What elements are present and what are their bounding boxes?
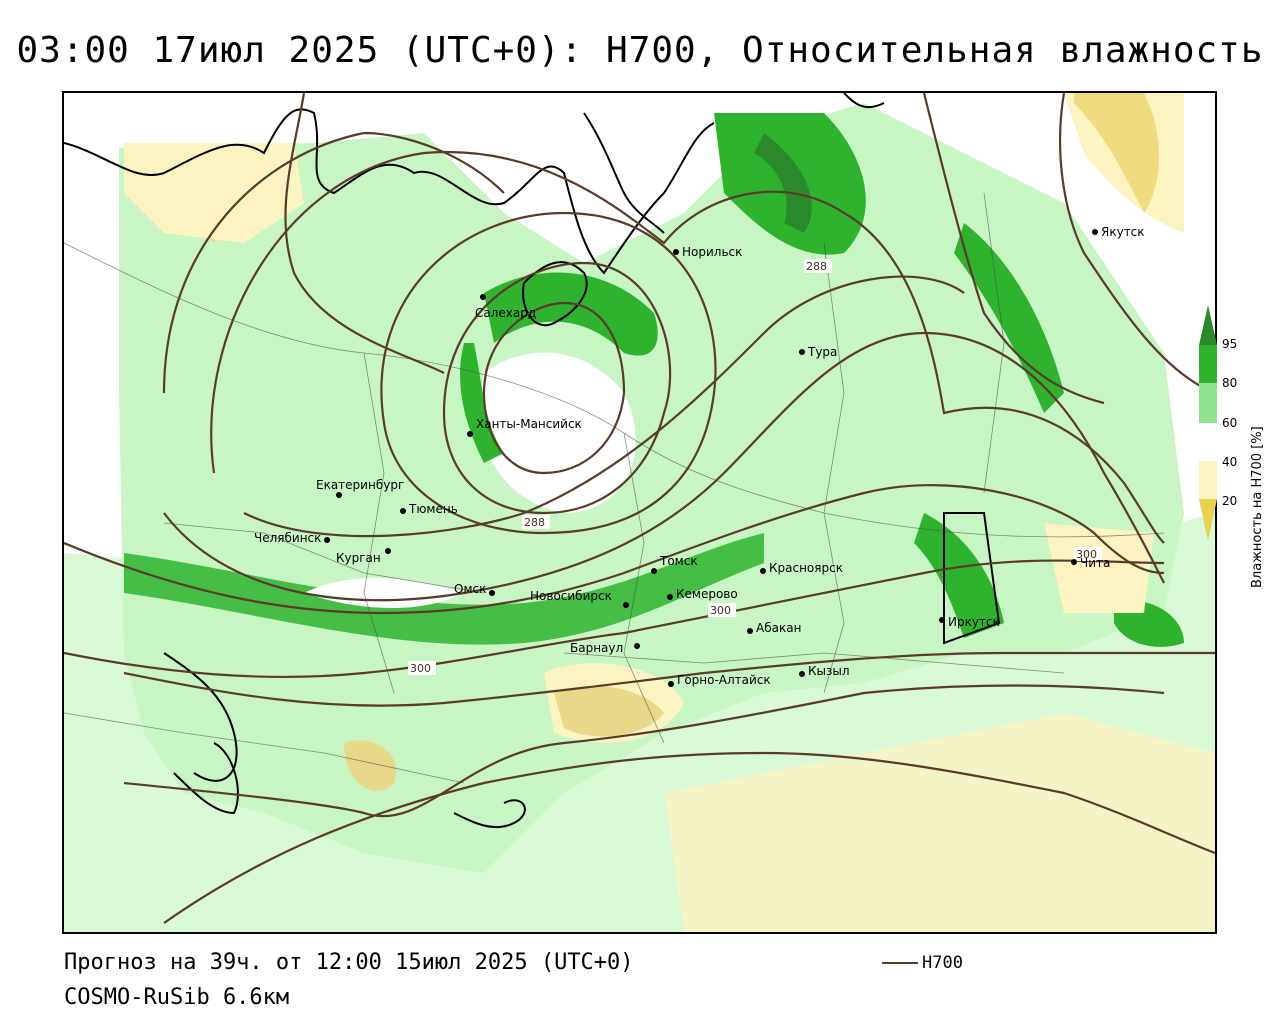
city-label-krasnoyarsk: Красноярск [769,561,843,575]
colorbar-band-60-80 [1199,383,1217,423]
humidity-field [64,93,1215,932]
colorbar-tick: 20 [1222,494,1238,508]
colorbar [1199,305,1217,541]
city-label-chelyabinsk: Челябинск [254,531,321,545]
colorbar-tick: 95 [1222,337,1238,351]
city-dot [400,508,406,514]
city-label-yakutsk: Якутск [1101,225,1145,239]
contour-label: 288 [806,260,827,273]
city-label-salekhard: Салехард [475,306,536,320]
city-label-khanty-mansiysk: Ханты-Мансийск [476,417,582,431]
map-canvas: 288 288 300 300 300 Норильск Якутск Сале… [64,93,1215,932]
city-dot [634,643,640,649]
colorbar-tick: 60 [1222,416,1238,430]
city-dot [1092,229,1098,235]
city-label-omsk: Омск [454,582,486,596]
colorbar-band-40-60 [1199,423,1217,461]
city-label-kemerovo: Кемерово [676,587,738,601]
city-dot [760,568,766,574]
legend-label: H700 [922,953,963,973]
colorbar-tick: 40 [1222,455,1238,469]
contour-label: 300 [410,662,431,675]
city-dot [799,349,805,355]
forecast-info: Прогноз на 39ч. от 12:00 15июл 2025 (UTC… [64,950,634,975]
city-label-tomsk: Томск [659,554,698,568]
contour-label: 300 [1076,548,1097,561]
city-label-irkutsk: Иркутск [948,615,1000,629]
legend-line-swatch [882,962,918,964]
city-label-yekaterinburg: Екатеринбург [316,478,404,492]
city-label-kurgan: Курган [336,551,381,565]
colorbar-bottom-arrow [1199,499,1217,541]
city-label-novosibirsk: Новосибирск [530,589,612,603]
city-dot [467,431,473,437]
city-dot [799,671,805,677]
city-label-gorno-altaysk: Горно-Алтайск [677,673,771,687]
colorbar-tick: 80 [1222,376,1238,390]
city-dot [324,537,330,543]
contour-label: 288 [524,516,545,529]
city-markers: Норильск Якутск Салехард Тура Ханты-Манс… [254,225,1145,687]
city-dot [667,594,673,600]
city-dot [939,617,945,623]
model-name: COSMO-RuSib 6.6км [64,985,290,1010]
colorbar-band-20-40 [1199,461,1217,499]
admin-borders [64,192,1165,784]
city-dot [385,548,391,554]
city-dot [1071,559,1077,565]
city-label-norilsk: Норильск [682,245,742,259]
h700-contours [64,93,1215,924]
map-panel[interactable]: 288 288 300 300 300 Норильск Якутск Сале… [62,91,1217,934]
city-dot [668,681,674,687]
contour-label: 300 [710,604,731,617]
city-dot [651,568,657,574]
city-dot [747,628,753,634]
city-dot [480,294,486,300]
city-label-abakan: Абакан [756,621,801,635]
city-dot [673,249,679,255]
city-dot [489,590,495,596]
contour-labels: 288 288 300 300 300 [408,259,1102,675]
city-dot [623,602,629,608]
city-dot [336,492,342,498]
chart-title: 03:00 17июл 2025 (UTC+0): H700, Относите… [16,30,1264,71]
city-label-barnaul: Барнаул [570,641,623,655]
colorbar-title: Влажность на H700 [%] [1250,426,1265,588]
colorbar-band-80-95 [1199,345,1217,383]
city-label-kyzyl: Кызыл [808,664,850,678]
contour-legend: H700 [882,953,963,973]
city-label-tura: Тура [807,345,837,359]
colorbar-top-arrow [1199,305,1217,345]
city-label-chita: Чита [1080,556,1110,570]
city-label-tyumen: Тюмень [408,502,458,516]
